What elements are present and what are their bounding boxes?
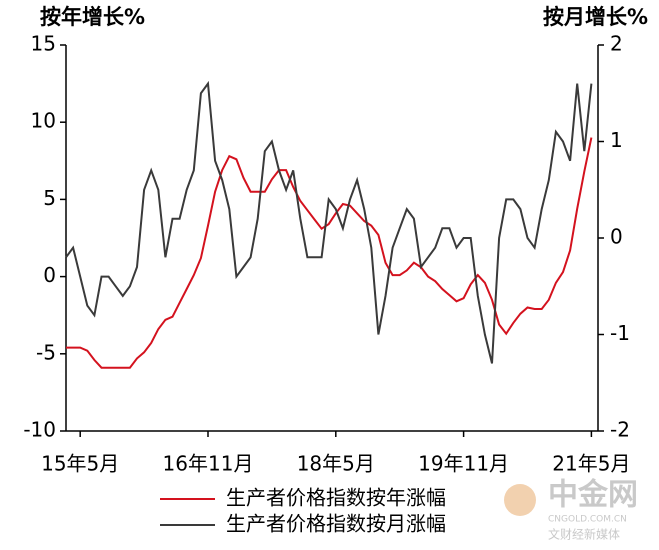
x-tick-label: 18年5月 [297, 452, 375, 476]
y-tick-label: 10 [31, 109, 56, 133]
watermark: 中金网 [548, 478, 638, 513]
y2-tick-label: 1 [610, 128, 623, 152]
x-tick-label: 15年5月 [41, 452, 119, 476]
line-series [66, 137, 593, 369]
y2-tick-label: -1 [610, 321, 630, 345]
y-tick-label: 0 [43, 263, 56, 287]
y2-tick-label: 0 [610, 225, 623, 249]
y-tick-label: 15 [31, 32, 56, 56]
legend-label: 生产者价格指数按年涨幅 [226, 486, 446, 510]
y-axis-label: 按年增长% [40, 5, 145, 29]
line-series [65, 80, 593, 364]
y-tick-label: -5 [36, 340, 56, 364]
watermark: 文财经新媒体 [548, 527, 620, 542]
y2-tick-label: 2 [610, 32, 623, 56]
watermark-logo [504, 484, 536, 516]
y2-tick-label: -2 [610, 418, 630, 442]
x-tick-label: 19年11月 [418, 452, 509, 476]
x-tick-label: 16年11月 [163, 452, 254, 476]
y-tick-label: -10 [23, 418, 56, 442]
watermark: CNGOLD.COM.CN [548, 515, 627, 525]
legend-label: 生产者价格指数按月涨幅 [226, 512, 446, 536]
x-tick-label: 21年5月 [552, 452, 630, 476]
y2-axis-label: 按月增长% [543, 5, 648, 29]
y-tick-label: 5 [43, 186, 56, 210]
